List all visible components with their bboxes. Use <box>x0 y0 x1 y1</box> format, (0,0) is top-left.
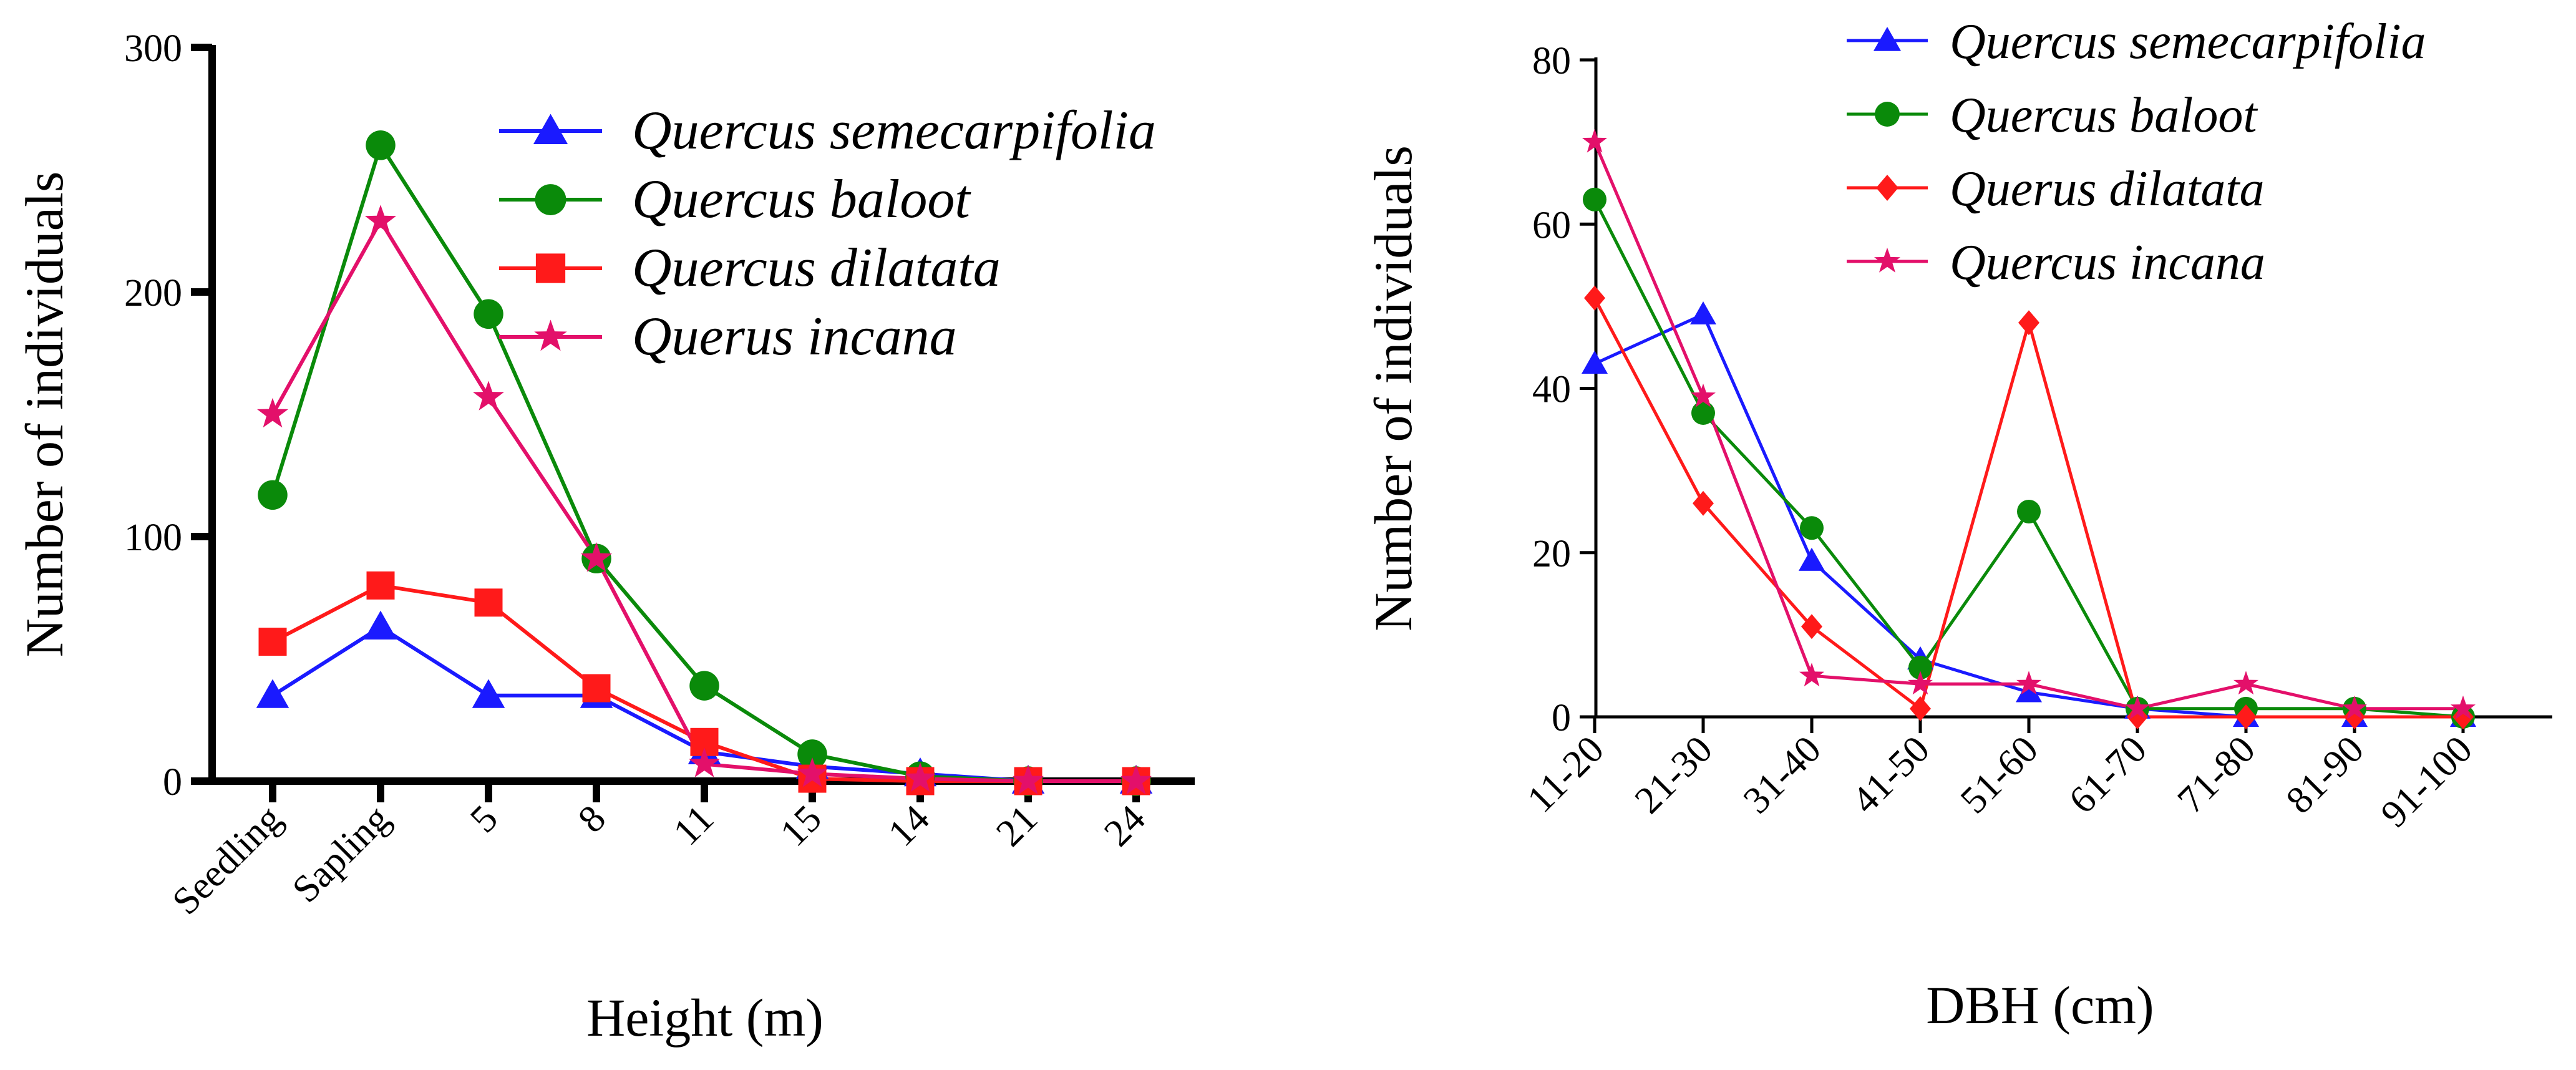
series-line-3 <box>1593 141 2463 711</box>
data-point-s2-0 <box>1584 285 1605 311</box>
data-point-s0-2 <box>1799 547 1825 571</box>
x-tick-label: 71-80 <box>2170 728 2263 822</box>
x-tick-label: 5 <box>462 797 506 841</box>
x-tick-label: 15 <box>772 797 830 855</box>
y-axis-title: Number of individuals <box>1363 145 1423 631</box>
y-tick-label: 60 <box>1532 204 1571 246</box>
x-axis-title: DBH (cm) <box>1926 975 2154 1035</box>
x-tick-label: 11-20 <box>1519 728 1612 821</box>
x-tick-label: 11 <box>666 797 722 854</box>
y-tick-label: 200 <box>124 272 182 314</box>
legend-swatch-marker <box>1874 247 1900 273</box>
data-point-s1-1 <box>366 130 396 160</box>
data-point-s1-3 <box>1908 656 1932 680</box>
data-point-s2-6 <box>2235 704 2257 729</box>
y-tick-label: 100 <box>124 517 182 559</box>
legend-label: Querus dilatata <box>1950 162 2264 216</box>
data-point-s2-2 <box>1801 614 1822 640</box>
data-point-s3-4 <box>2016 671 2041 695</box>
x-axis-title: Height (m) <box>586 988 824 1048</box>
data-point-s3-8 <box>2451 695 2476 719</box>
x-tick-label: Sapling <box>284 797 398 911</box>
x-tick-label: 61-70 <box>2061 728 2155 822</box>
data-point-s2-0 <box>258 628 287 656</box>
data-point-s0-1 <box>1690 301 1716 325</box>
data-point-s3-3 <box>1908 671 1933 695</box>
data-point-s3-1 <box>365 205 396 235</box>
data-point-s3-5 <box>2125 695 2150 719</box>
x-tick-label: 8 <box>570 797 614 841</box>
data-point-s2-1 <box>1693 490 1714 516</box>
legend-swatch-marker <box>535 253 566 283</box>
y-tick-label: 20 <box>1532 533 1571 575</box>
legend-swatch-marker <box>1876 175 1898 201</box>
data-point-s3-3 <box>581 542 612 572</box>
data-point-s3-2 <box>1799 663 1824 687</box>
legend-swatch-marker <box>534 319 567 351</box>
data-point-s0-1 <box>364 610 397 640</box>
data-point-s2-7 <box>2344 704 2365 729</box>
legend-swatch-marker <box>1875 102 1900 127</box>
x-tick-label: 24 <box>1096 797 1154 855</box>
data-point-s1-4 <box>2017 499 2041 523</box>
legend-label: Quercus baloot <box>1950 88 2258 143</box>
data-point-s3-7 <box>2342 695 2367 719</box>
data-point-s3-6 <box>905 762 936 792</box>
data-point-s2-4 <box>2018 310 2039 336</box>
legend-swatch-marker <box>1873 26 1902 51</box>
data-point-s3-6 <box>2233 671 2258 695</box>
data-point-s2-1 <box>366 571 395 600</box>
y-tick-label: 80 <box>1532 40 1571 82</box>
data-point-s3-1 <box>1691 383 1716 407</box>
data-point-s2-3 <box>582 674 611 703</box>
dbh-chart: 0 20 40 60 80 11-20 21-30 31-40 41-50 51-60 61-70 7… <box>1363 14 2552 1035</box>
legend-label: Quercus semecarpifolia <box>1950 14 2426 69</box>
x-tick-label: 51-60 <box>1953 728 2046 822</box>
data-point-s3-7 <box>1013 764 1044 795</box>
data-point-s2-2 <box>474 588 503 617</box>
data-point-s1-2 <box>474 299 503 329</box>
x-tick-label: 31-40 <box>1736 728 1829 822</box>
x-tick-label: Seedling <box>164 797 290 923</box>
x-tick-label: 14 <box>880 797 938 855</box>
x-tick-label: 41-50 <box>1844 728 1938 822</box>
legend-swatch-marker <box>533 114 568 144</box>
data-point-s3-0 <box>257 397 288 428</box>
legend-label: Quercus baloot <box>632 169 971 230</box>
x-tick-label: 21-30 <box>1627 728 1721 822</box>
data-point-s0-2 <box>472 679 505 708</box>
legend-label: Quercus dilatata <box>632 238 1001 298</box>
y-axis-title: Number of individuals <box>14 172 74 658</box>
y-tick-label: 40 <box>1532 369 1571 411</box>
data-point-s1-0 <box>258 480 288 510</box>
legend-swatch-marker <box>535 184 566 215</box>
data-point-s3-4 <box>689 747 720 777</box>
y-tick-label: 0 <box>1552 697 1571 739</box>
legend-label: Quercus semecarpifolia <box>632 100 1156 161</box>
data-point-s3-8 <box>1120 764 1152 795</box>
data-point-s3-0 <box>1582 129 1607 153</box>
y-tick-label: 0 <box>163 761 182 804</box>
data-point-s1-4 <box>689 671 719 701</box>
data-point-s3-5 <box>797 757 828 787</box>
data-point-s1-2 <box>1800 516 1824 540</box>
y-tick-label: 300 <box>124 27 182 70</box>
x-tick-label: 91-100 <box>2373 728 2481 835</box>
data-point-s1-5 <box>797 739 827 769</box>
data-point-s2-3 <box>1910 696 1931 721</box>
data-point-s2-8 <box>2452 704 2474 729</box>
x-tick-label: 81-90 <box>2278 728 2372 822</box>
data-point-s0-0 <box>1582 351 1608 374</box>
legend-label: Quercus incana <box>1950 235 2265 290</box>
x-tick-label: 21 <box>988 797 1046 855</box>
data-point-s3-2 <box>473 381 504 411</box>
data-point-s0-0 <box>256 679 289 708</box>
data-point-s1-1 <box>1691 401 1715 425</box>
data-point-s1-0 <box>1583 187 1606 212</box>
legend-label: Querus incana <box>632 306 957 367</box>
data-point-s0-4 <box>2016 679 2042 703</box>
data-point-s2-5 <box>2127 704 2148 729</box>
